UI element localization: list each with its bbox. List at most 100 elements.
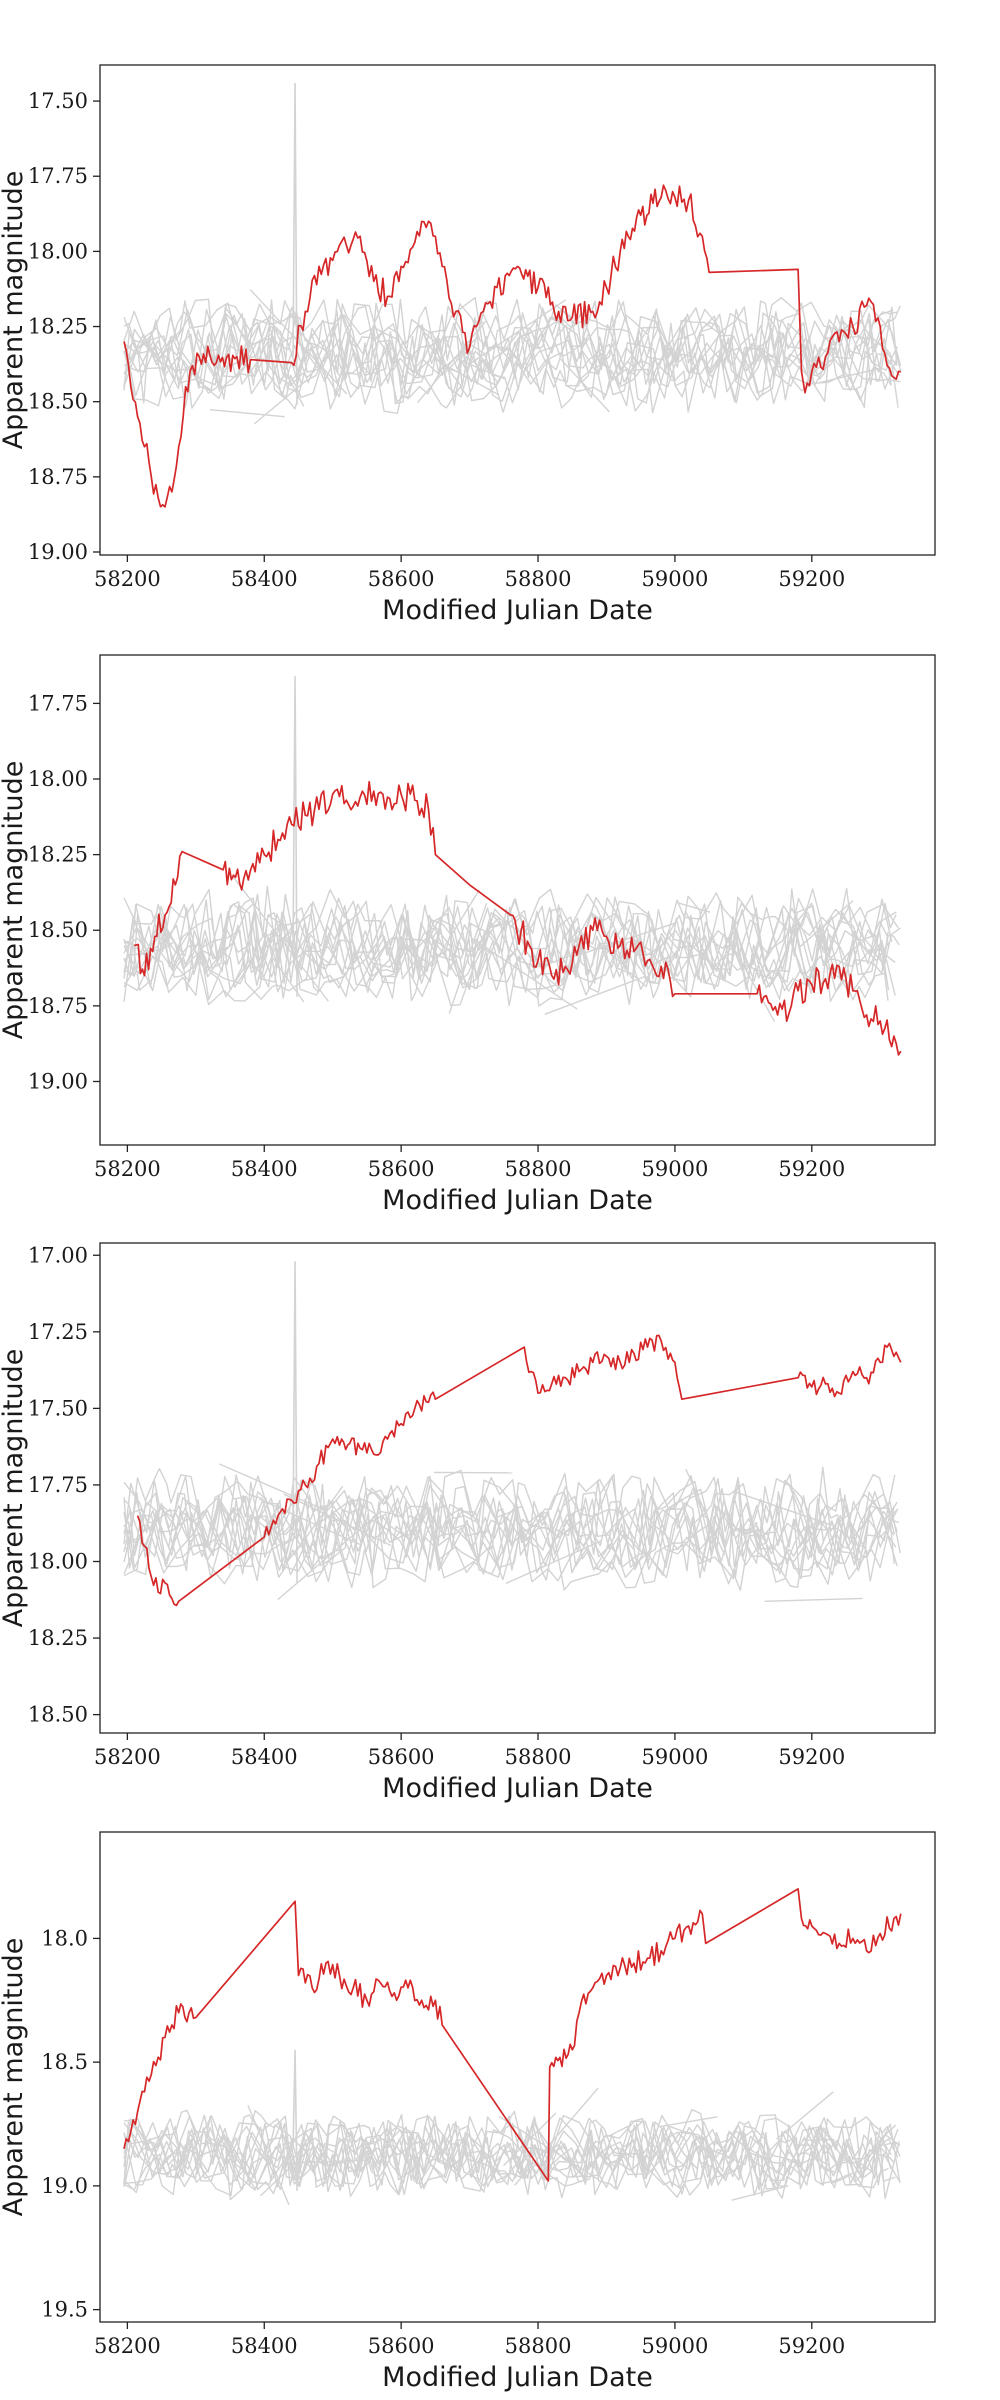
comparison-segment bbox=[685, 1468, 726, 1556]
x-tick-label: 59200 bbox=[778, 567, 845, 591]
x-tick-label: 58200 bbox=[94, 1745, 161, 1769]
comparison-segment bbox=[819, 367, 882, 384]
y-tick-label: 18.0 bbox=[41, 1926, 88, 1950]
comparison-segment bbox=[277, 1515, 377, 1601]
comparison-curve bbox=[123, 1473, 896, 1558]
x-axis-title: Modified Julian Date bbox=[382, 595, 653, 626]
x-tick-label: 59000 bbox=[642, 1157, 709, 1181]
comparison-curve bbox=[123, 316, 901, 394]
x-tick-label: 59000 bbox=[642, 1745, 709, 1769]
comparison-segment bbox=[283, 1493, 392, 1547]
comparison-segment bbox=[660, 2116, 718, 2128]
comparison-curve bbox=[123, 2114, 899, 2183]
comparison-curve bbox=[123, 2109, 899, 2178]
comparison-segment bbox=[728, 940, 776, 1022]
y-axis-title: Apparent magnitude bbox=[0, 1349, 29, 1628]
y-tick-label: 17.75 bbox=[28, 691, 88, 715]
y-tick-label: 18.75 bbox=[28, 465, 88, 489]
comparison-curve bbox=[123, 1485, 899, 1569]
y-tick-label: 18.50 bbox=[28, 390, 88, 414]
x-tick-label: 58600 bbox=[368, 567, 435, 591]
comparison-segment bbox=[677, 901, 711, 913]
x-axis-title: Modified Julian Date bbox=[382, 2362, 653, 2393]
comparison-curve bbox=[123, 2122, 900, 2190]
y-tick-label: 18.25 bbox=[28, 843, 88, 867]
comparison-segment bbox=[275, 354, 305, 407]
comparison-curve bbox=[123, 2122, 899, 2191]
comparison-segment bbox=[232, 876, 329, 1002]
comparison-segment bbox=[731, 2185, 789, 2201]
comparison-segment bbox=[254, 380, 307, 425]
comparison-spike bbox=[292, 676, 298, 997]
comparison-segment bbox=[249, 289, 348, 395]
comparison-spike bbox=[292, 83, 298, 405]
comparison-curve bbox=[123, 895, 893, 976]
comparison-curve bbox=[123, 2120, 901, 2188]
plot-frame bbox=[99, 654, 936, 1146]
y-tick-label: 17.00 bbox=[28, 1243, 88, 1267]
y-axis-title: Apparent magnitude bbox=[0, 1938, 29, 2217]
comparison-segment bbox=[469, 299, 567, 365]
comparison-segment bbox=[271, 955, 305, 1003]
x-tick-label: 58400 bbox=[231, 2334, 298, 2358]
comparison-curve bbox=[123, 298, 898, 376]
x-tick-label: 59200 bbox=[778, 2334, 845, 2358]
comparison-segment bbox=[474, 939, 578, 1010]
comparison-curves bbox=[123, 1261, 901, 1602]
x-tick-label: 58400 bbox=[231, 1745, 298, 1769]
x-tick-label: 59200 bbox=[778, 1745, 845, 1769]
y-tick-label: 17.25 bbox=[28, 1320, 88, 1344]
y-tick-label: 18.25 bbox=[28, 1626, 88, 1650]
comparison-curve bbox=[123, 329, 892, 406]
y-tick-label: 18.00 bbox=[28, 239, 88, 263]
comparison-segment bbox=[259, 1498, 363, 1546]
comparison-segment bbox=[219, 1463, 328, 1512]
x-tick-label: 58400 bbox=[231, 1157, 298, 1181]
highlight-light-curve bbox=[136, 1334, 902, 1607]
comparison-segment bbox=[503, 2112, 557, 2167]
y-tick-label: 19.00 bbox=[28, 540, 88, 564]
y-axis-title: Apparent magnitude bbox=[0, 171, 29, 450]
comparison-segment bbox=[431, 889, 480, 967]
chart-panel-3: 58200 58400 58600 58800 59000 59200 17.00 17.25… bbox=[0, 1242, 936, 1804]
highlight-light-curve bbox=[123, 1888, 902, 2182]
y-tick-label: 18.5 bbox=[41, 2050, 88, 2074]
comparison-segment bbox=[505, 1540, 602, 1585]
y-tick-label: 17.50 bbox=[28, 89, 88, 113]
x-tick-label: 58400 bbox=[231, 567, 298, 591]
y-tick-label: 17.75 bbox=[28, 1473, 88, 1497]
x-tick-label: 58600 bbox=[368, 2334, 435, 2358]
y-tick-label: 19.0 bbox=[41, 2174, 88, 2198]
comparison-curve bbox=[123, 330, 898, 404]
y-tick-label: 18.00 bbox=[28, 1550, 88, 1574]
comparison-segment bbox=[764, 1597, 863, 1602]
comparison-segment bbox=[514, 2087, 599, 2186]
comparison-segment bbox=[580, 922, 676, 956]
comparison-segment bbox=[559, 358, 610, 413]
highlight-light-curve bbox=[123, 184, 901, 508]
y-tick-label: 18.75 bbox=[28, 994, 88, 1018]
comparison-segment bbox=[210, 409, 285, 418]
y-tick-label: 17.75 bbox=[28, 164, 88, 188]
y-tick-label: 18.50 bbox=[28, 1703, 88, 1727]
comparison-curve bbox=[123, 1466, 895, 1550]
chart-panel-1: 58200 58400 58600 58800 59000 59200 17.50 17.75… bbox=[0, 64, 936, 626]
comparison-segment bbox=[417, 320, 487, 404]
comparison-curve bbox=[123, 312, 902, 389]
comparison-curve bbox=[123, 1504, 897, 1585]
comparison-segment bbox=[448, 902, 488, 1014]
chart-panel-2: 58200 58400 58600 58800 59000 59200 17.75 18.00… bbox=[0, 654, 936, 1216]
highlight-light-curve bbox=[134, 780, 902, 1056]
comparison-curves bbox=[123, 676, 901, 1022]
comparison-segment bbox=[776, 2091, 834, 2140]
comparison-spike bbox=[292, 1261, 298, 1583]
comparison-segment bbox=[802, 2138, 835, 2142]
comparison-segment bbox=[734, 1490, 833, 1526]
comparison-curve bbox=[123, 896, 891, 977]
x-axis-title: Modified Julian Date bbox=[382, 1773, 653, 1804]
comparison-segment bbox=[453, 357, 505, 380]
comparison-segment bbox=[247, 2105, 290, 2206]
comparison-curve bbox=[123, 900, 897, 983]
x-tick-label: 58600 bbox=[368, 1157, 435, 1181]
